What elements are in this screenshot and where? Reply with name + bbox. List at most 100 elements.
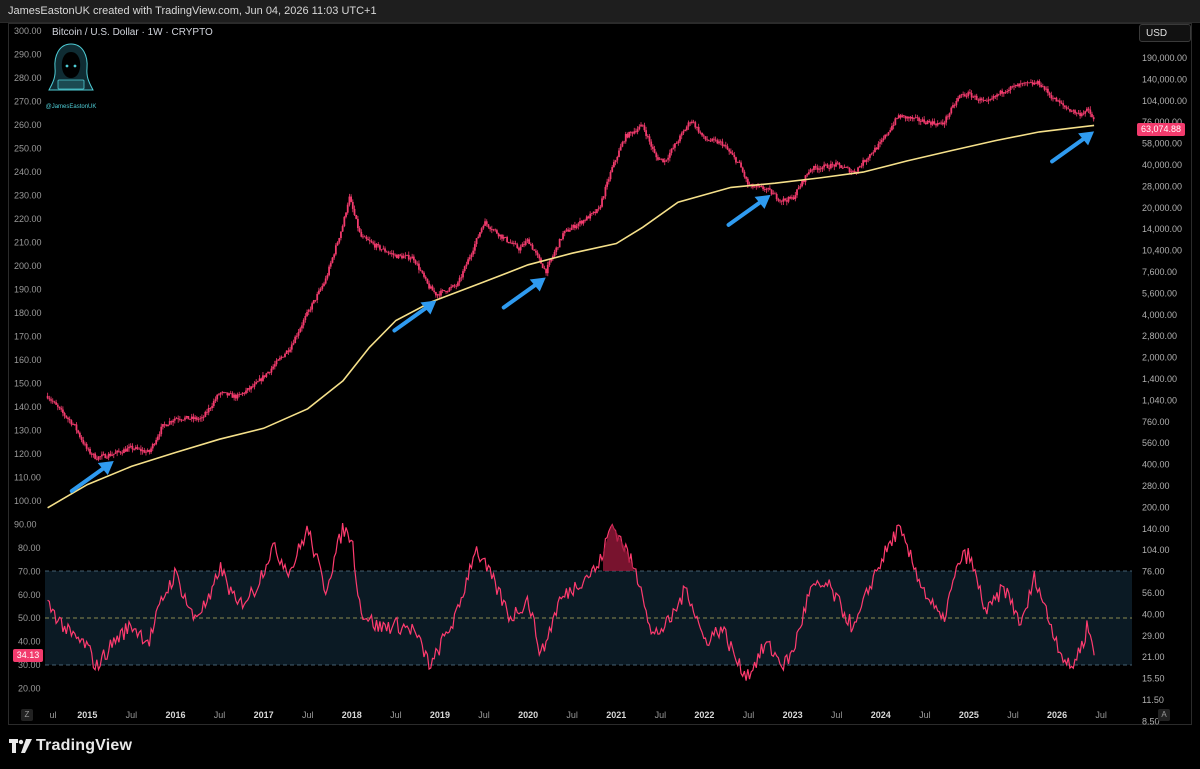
price-tick-label: 280.00 [1142, 481, 1170, 491]
candle-body [670, 148, 673, 153]
candle-body [679, 135, 681, 142]
candle-body [774, 193, 776, 195]
candle-body [372, 242, 375, 244]
time-tick-label: Jul [743, 710, 755, 720]
candle-body [316, 293, 319, 301]
candle-body [416, 263, 419, 265]
candle-body [860, 165, 863, 167]
candle-body [716, 140, 719, 144]
candle-body [1065, 107, 1068, 109]
candle-body [253, 383, 256, 387]
candle-body [992, 96, 995, 99]
candle-body [109, 453, 112, 456]
candle-body [256, 381, 259, 383]
candle-body [70, 420, 73, 425]
candle-body [906, 116, 909, 119]
candle-body [1023, 82, 1026, 84]
candle-body [602, 196, 605, 199]
candle-body [846, 167, 849, 169]
candle-body [158, 434, 161, 437]
arrow-shaft [726, 197, 766, 227]
candle-body [214, 399, 217, 401]
candle-body [112, 453, 115, 455]
candle-body [1084, 111, 1087, 114]
candle-body [224, 392, 227, 394]
candle-body [758, 186, 761, 187]
candle-body [262, 375, 264, 381]
candle-body [884, 134, 887, 139]
candle-body [138, 448, 141, 450]
candle-body [797, 187, 800, 190]
candle-body [175, 418, 178, 420]
rsi-tick-label: 80.00 [18, 543, 41, 553]
currency-selector[interactable]: USD [1139, 24, 1191, 42]
candle-body [480, 228, 483, 233]
candle-body [997, 94, 1000, 95]
candle-body [295, 335, 298, 337]
time-tick-label: 2021 [606, 710, 626, 720]
candle-body [260, 378, 263, 381]
scale-toggle-button[interactable]: Z [21, 709, 33, 721]
candle-body [414, 260, 417, 264]
candle-body [187, 416, 190, 420]
time-tick-label: Jul [919, 710, 931, 720]
candle-body [770, 189, 773, 195]
candle-body [589, 213, 592, 219]
candle-body [358, 228, 361, 232]
candle-body [775, 193, 778, 200]
candle-body [207, 408, 210, 413]
candle-body [302, 319, 305, 326]
candle-body [1086, 108, 1088, 112]
candle-body [811, 169, 814, 171]
arrow-head [754, 194, 771, 209]
candle-body [1011, 86, 1014, 88]
candle-body [496, 230, 498, 234]
candle-body [1031, 82, 1034, 85]
candle-body [962, 94, 965, 96]
left-tick-label: 110.00 [14, 473, 41, 483]
candle-body [448, 287, 451, 292]
candle-body [119, 451, 122, 453]
rsi-band-layer [45, 570, 1132, 666]
candle-body [258, 378, 261, 382]
candle-body [455, 285, 458, 287]
candle-body [892, 124, 895, 127]
candle-body [780, 200, 783, 202]
candle-body [268, 372, 271, 373]
candle-body [282, 356, 285, 358]
candle-body [965, 96, 968, 97]
candle-body [124, 449, 127, 452]
candle-body [1080, 113, 1083, 116]
candle-body [967, 92, 970, 97]
candle-body [821, 167, 824, 170]
price-tick-label: 76.00 [1142, 567, 1165, 577]
left-tick-label: 270.00 [14, 97, 42, 107]
candle-body [584, 220, 586, 221]
candle-body [433, 290, 436, 293]
candle-body [1013, 85, 1015, 87]
candle-body [365, 236, 368, 239]
candle-body [919, 121, 922, 122]
candle-body [901, 115, 904, 118]
candle-body [745, 176, 748, 179]
candle-body [111, 454, 113, 456]
candle-body [290, 344, 293, 350]
candle-body [560, 239, 563, 240]
candle-body [872, 152, 875, 154]
candle-body [458, 277, 461, 283]
candle-body [512, 243, 515, 244]
candle-body [969, 92, 971, 94]
candle-body [511, 242, 514, 244]
candle-body [173, 418, 176, 421]
candle-body [418, 263, 420, 270]
auto-scale-button[interactable]: A [1158, 709, 1170, 721]
candle-body [55, 402, 58, 405]
candle-body [991, 98, 993, 100]
candle-body [1028, 82, 1031, 84]
candle-body [392, 253, 395, 255]
candle-body [635, 131, 637, 133]
candle-body [304, 315, 307, 320]
candle-body [907, 116, 910, 119]
candle-body [60, 408, 63, 410]
